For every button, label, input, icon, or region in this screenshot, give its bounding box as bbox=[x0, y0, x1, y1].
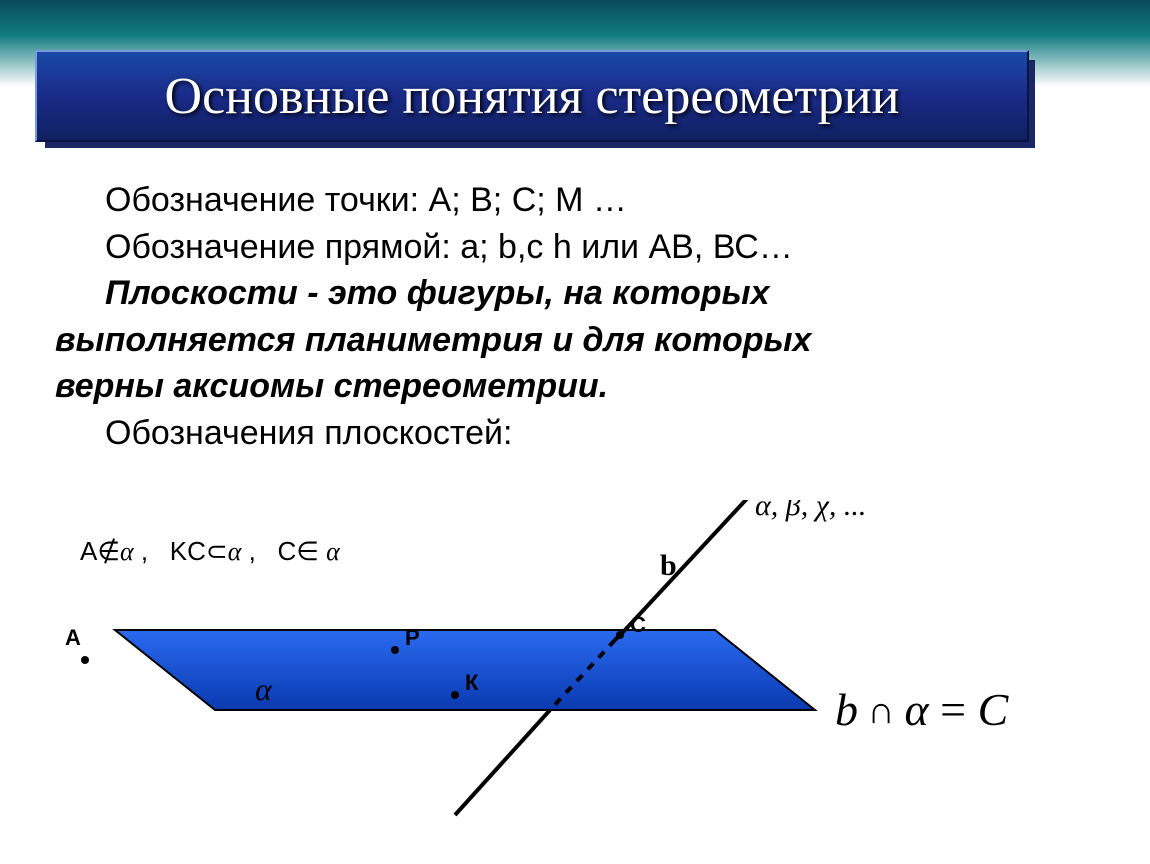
greek-notation: α, β, χ, ... bbox=[755, 500, 866, 522]
title-bar: Основные понятия стереометрии bbox=[35, 50, 1029, 142]
diagram-area: α, β, χ, ... A∉α , KC⊂α , C∈ α bbox=[35, 500, 1115, 850]
point-k-label: К bbox=[465, 670, 479, 695]
line-b-lower bbox=[455, 710, 550, 815]
line-plane-def-1: Плоскости - это фигуры, на которых bbox=[55, 272, 1095, 315]
point-p bbox=[391, 646, 399, 654]
point-p-label: P bbox=[405, 625, 420, 650]
plane-alpha-label: α bbox=[255, 671, 273, 707]
line-points: Обозначение точки: А; В; С; М … bbox=[55, 179, 1095, 222]
point-k bbox=[451, 691, 459, 699]
line-plane-def-3: верны аксиомы стереометрии. bbox=[55, 365, 1095, 408]
title-text: Основные понятия стереометрии bbox=[165, 67, 900, 126]
line-b-label: b bbox=[660, 549, 677, 582]
point-c-label: С bbox=[630, 612, 646, 637]
line-plane-def-2: выполняется планиметрия и для которых bbox=[55, 319, 1095, 362]
point-c bbox=[616, 631, 624, 639]
line-b-upper bbox=[625, 500, 755, 630]
line-lines: Обозначение прямой: а; b,c h или АВ, ВС… bbox=[55, 226, 1095, 269]
point-a-label: A bbox=[65, 625, 81, 650]
body-text: Обозначение точки: А; В; С; М … Обозначе… bbox=[55, 175, 1095, 458]
line-plane-notation: Обозначения плоскостей: bbox=[55, 412, 1095, 455]
membership-notation: A∉α , KC⊂α , C∈ α bbox=[80, 536, 341, 566]
intersection-equation: b ∩ α = C bbox=[835, 684, 1010, 735]
diagram-svg: α, β, χ, ... A∉α , KC⊂α , C∈ α bbox=[35, 500, 1115, 850]
point-a bbox=[81, 656, 89, 664]
slide: Основные понятия стереометрии Обозначени… bbox=[0, 0, 1150, 864]
